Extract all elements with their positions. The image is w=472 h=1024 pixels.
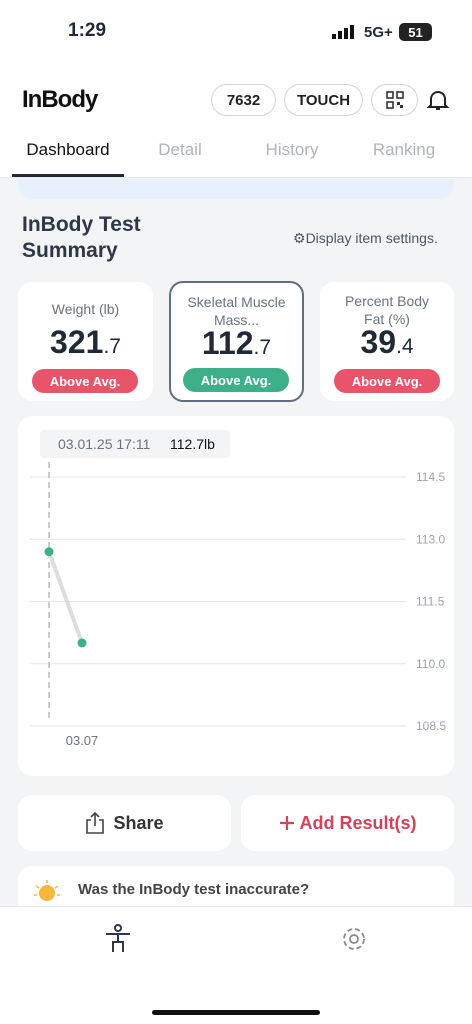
x-tick-label: 03.07: [66, 733, 99, 748]
value-main: 321: [50, 324, 104, 360]
bell-button[interactable]: [426, 88, 450, 112]
metric-value: 112.7: [171, 325, 302, 362]
settings-nav-icon[interactable]: [340, 925, 368, 953]
scrolled-card: [18, 179, 454, 199]
chart: 114.5 113.0 111.5 110.0 108.5 03.01.25 17:11 1…: [30, 430, 446, 748]
badge: Above Avg.: [334, 369, 440, 393]
badge: Above Avg.: [183, 368, 289, 392]
add-result-button[interactable]: Add Result(s): [241, 795, 454, 851]
value-main: 112: [201, 325, 254, 361]
y-tick-label: 111.5: [416, 595, 445, 609]
add-text: Add Result(s): [299, 812, 417, 833]
tab-indicator: [12, 174, 124, 177]
y-tick-label: 114.5: [416, 470, 445, 484]
tooltip-value: 112.7lb: [170, 436, 215, 452]
line: [47, 549, 84, 645]
metric-label: Percent Body Fat (%): [344, 293, 430, 327]
touch-button[interactable]: TOUCH: [284, 84, 363, 116]
bottom-nav: [0, 906, 472, 1024]
metric-card[interactable]: Skeletal Muscle Mass... 112.7 Above Avg.: [169, 281, 304, 402]
settings-link[interactable]: ⚙Display item settings.: [293, 230, 438, 246]
qr-button[interactable]: [371, 84, 418, 116]
y-tick-label: 113.0: [416, 532, 445, 546]
value-main: 39: [360, 324, 397, 360]
y-tick-label: 110.0: [416, 657, 445, 671]
body-nav-icon[interactable]: [104, 924, 132, 954]
banner-text: Was the InBody test inaccurate?: [78, 881, 310, 898]
metric-card[interactable]: Percent Body Fat (%) 39.4 Above Avg.: [320, 282, 454, 401]
share-button[interactable]: Share: [18, 795, 231, 851]
tab[interactable]: Dashboard: [26, 140, 110, 159]
metric-value: 321.7: [18, 324, 153, 361]
home-indicator: [152, 1010, 320, 1015]
bulb-icon: [34, 880, 60, 901]
metric-card[interactable]: Weight (lb) 321.7 Above Avg.: [18, 282, 153, 401]
value-decimal: .4: [396, 335, 414, 358]
point: [77, 638, 87, 648]
summary-title: InBody Test Summary: [22, 213, 141, 262]
badge: Above Avg.: [32, 369, 138, 393]
plus-icon: [279, 816, 294, 830]
qr-icon: [385, 91, 404, 109]
value-decimal: .7: [103, 335, 121, 358]
logo: InBody: [22, 86, 98, 113]
metric-label: Weight (lb): [51, 301, 120, 317]
metric-label: Skeletal Muscle Mass...: [187, 294, 286, 328]
signal-icon: [332, 25, 354, 39]
clock: 1:29: [68, 20, 107, 41]
tab[interactable]: History: [265, 140, 319, 159]
network: 5G+: [364, 24, 393, 41]
metric-value: 39.4: [320, 324, 454, 361]
tooltip-box: [40, 430, 230, 458]
member-id-button[interactable]: 7632: [211, 84, 276, 116]
share-icon: [86, 812, 105, 834]
y-tick-label: 108.5: [416, 719, 446, 733]
tooltip-date: 03.01.25 17:11: [58, 436, 151, 452]
tab[interactable]: Ranking: [372, 140, 436, 159]
point: [44, 547, 54, 557]
tab[interactable]: Detail: [158, 140, 202, 159]
share-text: Share: [113, 812, 164, 833]
value-decimal: .7: [253, 336, 272, 359]
battery: 51: [399, 23, 432, 41]
chart-card: 114.5 113.0 111.5 110.0 108.5 03.01.25 17:11 1…: [18, 416, 454, 776]
settings-text: Display item settings.: [305, 230, 438, 246]
